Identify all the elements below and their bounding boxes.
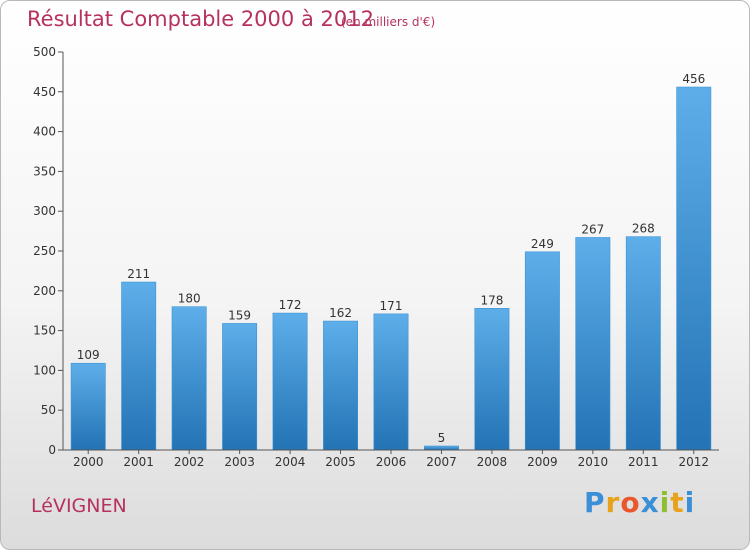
x-tick-label: 2012 [678, 455, 709, 469]
y-tick-label: 0 [48, 443, 56, 457]
y-tick-label: 500 [33, 45, 56, 59]
bar-value-label: 109 [77, 348, 100, 362]
bar-value-label: 172 [279, 298, 302, 312]
x-tick-label: 2006 [376, 455, 407, 469]
bar-2011 [625, 236, 661, 451]
bar-value-label: 178 [480, 293, 503, 307]
bar-2004 [272, 312, 308, 451]
x-tick-label: 2001 [123, 455, 154, 469]
y-tick-label: 100 [33, 363, 56, 377]
bar-2001 [121, 281, 157, 451]
y-tick-label: 50 [41, 403, 56, 417]
logo-letter: P [584, 486, 606, 519]
bar-2007 [424, 445, 459, 451]
x-axis: 2000 2001 2002 2003 2004 2005 2006 2007 2008 2009… [63, 449, 719, 469]
logo-letter: t [670, 486, 685, 519]
x-tick-label: 2010 [578, 455, 609, 469]
bar-2010 [575, 237, 611, 451]
logo-letter: i [684, 486, 696, 519]
bar-2012 [676, 86, 712, 451]
bar-2003 [222, 323, 258, 451]
bar-2005 [323, 320, 358, 451]
logo-letter: i [659, 486, 671, 519]
bar-value-label: 159 [228, 308, 251, 322]
logo-letter: r [605, 486, 621, 519]
bar-value-label: 171 [380, 299, 403, 313]
y-tick-label: 300 [33, 204, 56, 218]
bar-value-label: 267 [581, 222, 604, 236]
proxiti-logo: Proxiti [584, 486, 695, 519]
y-axis: 0 50 100 150 200 250 300 350 400 450 500 [33, 45, 64, 457]
bar-2002 [171, 306, 207, 451]
x-tick-label: 2007 [426, 455, 457, 469]
x-tick-label: 2005 [325, 455, 356, 469]
x-tick-label: 2004 [275, 455, 306, 469]
chart-title: Résultat Comptable 2000 à 2012 [27, 7, 374, 31]
x-tick-label: 2002 [174, 455, 205, 469]
bar-value-label: 5 [438, 431, 446, 445]
bar-2009 [524, 251, 560, 451]
bar-value-label: 268 [632, 222, 655, 236]
bar-2000 [70, 362, 106, 451]
y-tick-label: 350 [33, 164, 56, 178]
y-tick-label: 400 [33, 125, 56, 139]
bar-value-label: 456 [682, 72, 705, 86]
y-tick-label: 450 [33, 85, 56, 99]
logo-letter: o [620, 486, 641, 519]
x-tick-label: 2009 [527, 455, 558, 469]
x-tick-label: 2000 [73, 455, 104, 469]
y-tick-label: 200 [33, 284, 56, 298]
bar-2008 [474, 308, 510, 451]
x-tick-label: 2011 [628, 455, 659, 469]
bar-value-label: 249 [531, 237, 554, 251]
bar-value-label: 211 [127, 267, 150, 281]
bar-value-label: 162 [329, 306, 352, 320]
chart-subtitle: (en milliers d'€) [341, 15, 436, 29]
bar-value-label: 180 [178, 292, 201, 306]
logo-letter: x [640, 486, 660, 519]
y-tick-label: 250 [33, 244, 56, 258]
x-tick-label: 2008 [477, 455, 508, 469]
x-tick-label: 2003 [224, 455, 255, 469]
commune-name: LéVIGNEN [31, 495, 127, 517]
y-tick-label: 150 [33, 324, 56, 338]
bar-2006 [373, 313, 409, 451]
bars: 109 211 180 159 172 162 171 5 178 249 267 268 456 [70, 72, 712, 451]
